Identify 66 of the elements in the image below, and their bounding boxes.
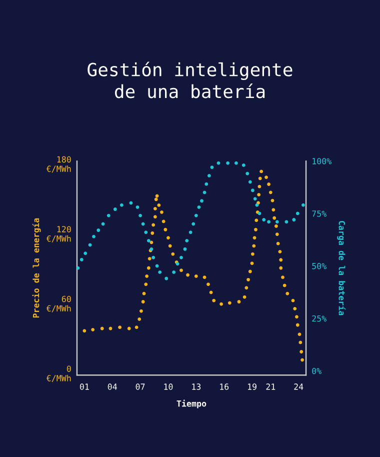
point: [234, 161, 238, 165]
point: [246, 172, 250, 176]
point: [106, 214, 110, 218]
point: [172, 270, 176, 274]
point: [242, 163, 246, 167]
point: [183, 247, 187, 251]
point: [76, 266, 80, 270]
point: [207, 174, 211, 178]
point: [200, 199, 204, 203]
point: [96, 228, 100, 232]
point: [302, 203, 305, 207]
point: [101, 222, 105, 226]
point: [275, 220, 279, 224]
y-tick-label: 0 €/MWh: [46, 366, 71, 382]
point: [180, 256, 183, 260]
y2-tick-label: 25%: [312, 315, 326, 322]
point: [194, 214, 198, 218]
point: [250, 188, 254, 192]
x-tick-label: 07: [136, 384, 145, 390]
x-tick-label: 21: [266, 384, 276, 390]
point: [120, 203, 124, 207]
x-tick-label: 19: [248, 384, 256, 390]
y-tick-label: 180 €/MWh: [46, 156, 71, 173]
x-axis-title: Tiempo: [176, 400, 206, 408]
point: [253, 197, 257, 200]
point: [146, 239, 150, 242]
point: [80, 258, 84, 262]
y2-tick-label: 50%: [312, 262, 326, 270]
y2-tick-label: 0%: [312, 368, 322, 374]
chart-title: Gestión inteligente de una batería: [88, 62, 292, 98]
x-tick-label: 01: [80, 384, 89, 390]
point: [164, 276, 168, 280]
point: [188, 230, 192, 234]
point: [158, 270, 162, 274]
point: [92, 234, 96, 238]
y2-tick-label: 100%: [312, 158, 332, 164]
point: [197, 205, 201, 209]
point: [141, 222, 145, 226]
x-tick-label: 10: [164, 384, 173, 390]
y2-axis-title: Carga de la batería: [337, 220, 346, 316]
point: [284, 220, 288, 224]
point: [267, 220, 270, 224]
x-tick-label: 24: [294, 384, 304, 390]
point: [226, 161, 230, 165]
y-tick-label: 60 €/MWh: [46, 296, 71, 312]
point: [192, 222, 196, 226]
point: [113, 208, 117, 211]
point: [296, 212, 300, 216]
point: [248, 180, 252, 184]
x-tick-label: 13: [192, 384, 201, 390]
y2-tick-label: 75%: [312, 210, 326, 217]
x-tick-label: 16: [220, 384, 229, 390]
point: [185, 239, 189, 242]
y-tick-label: 120 €/MWh: [46, 226, 71, 242]
point: [144, 230, 148, 234]
y-axis-title: Precio de la energía: [32, 218, 41, 318]
point: [136, 205, 140, 209]
point: [292, 218, 296, 222]
point: [262, 218, 266, 222]
point: [204, 182, 208, 186]
point: [138, 214, 142, 218]
point: [152, 256, 156, 260]
point: [210, 166, 214, 169]
x-tick-label: 04: [108, 384, 117, 390]
point: [155, 264, 159, 268]
point: [84, 252, 88, 256]
